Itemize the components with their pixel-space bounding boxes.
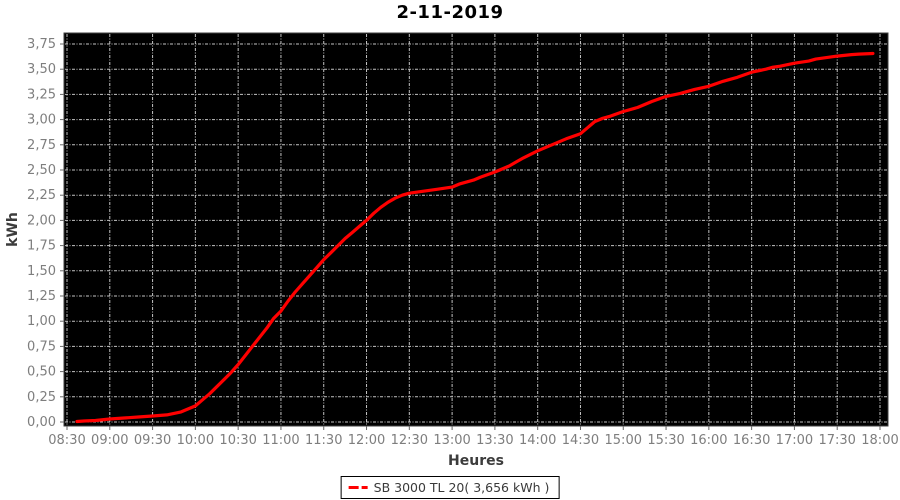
y-tick-label: 1,50	[27, 264, 56, 279]
y-tick-label: 3,00	[27, 113, 56, 128]
x-tick-label: 13:00	[433, 433, 470, 448]
x-tick-label: 12:00	[348, 433, 385, 448]
y-axis-label: kWh	[5, 212, 21, 247]
series-line-marker-icon	[348, 485, 368, 489]
axis-ticks	[60, 43, 881, 430]
y-tick-label: 0,25	[27, 390, 56, 405]
y-tick-label: 1,00	[27, 314, 56, 329]
series-line	[75, 51, 875, 424]
plot-area	[63, 32, 889, 427]
y-tick-label: 2,00	[27, 213, 56, 228]
legend-dash	[348, 485, 359, 489]
y-tick-label: 1,75	[27, 239, 56, 254]
x-tick-label: 14:00	[519, 433, 556, 448]
x-tick-label: 16:00	[690, 433, 727, 448]
y-tick-label: 3,25	[27, 87, 56, 102]
x-tick-label: 12:30	[391, 433, 428, 448]
x-tick-label: 15:30	[647, 433, 684, 448]
x-tick-label: 11:30	[305, 433, 342, 448]
x-tick-label: 08:30	[48, 433, 85, 448]
legend-box: SB 3000 TL 20( 3,656 kWh )	[340, 476, 560, 499]
chart-title: 2-11-2019	[396, 2, 504, 23]
y-tick-label: 0,75	[27, 339, 56, 354]
x-tick-label: 17:00	[776, 433, 813, 448]
y-tick-label: 2,25	[27, 188, 56, 203]
y-tick-label: 0,00	[27, 415, 56, 430]
x-tick-label: 17:30	[818, 433, 855, 448]
x-axis-label: Heures	[448, 453, 504, 469]
x-tick-label: 14:30	[562, 433, 599, 448]
x-tick-label: 18:00	[861, 433, 898, 448]
x-tick-label: 09:30	[134, 433, 171, 448]
x-tick-label: 10:30	[219, 433, 256, 448]
y-tick-label: 0,50	[27, 365, 56, 380]
y-tick-label: 2,50	[27, 163, 56, 178]
y-tick-label: 2,75	[27, 138, 56, 153]
y-tick-label: 3,50	[27, 62, 56, 77]
x-tick-label: 15:00	[605, 433, 642, 448]
legend-dash	[361, 485, 368, 489]
x-tick-label: 09:00	[91, 433, 128, 448]
x-tick-label: 11:00	[262, 433, 299, 448]
gridlines	[65, 34, 887, 425]
axis-tick-labels: 0,00 0,25 0,50 0,75 1,00 1,25 1,50 1,75 2,00 2,25…	[27, 37, 899, 448]
x-tick-label: 13:30	[476, 433, 513, 448]
x-tick-label: 10:00	[177, 433, 214, 448]
legend-series-label: SB 3000 TL 20( 3,656 kWh )	[373, 479, 550, 495]
y-tick-label: 3,75	[27, 37, 56, 52]
y-tick-label: 1,25	[27, 289, 56, 304]
x-tick-label: 16:30	[733, 433, 770, 448]
